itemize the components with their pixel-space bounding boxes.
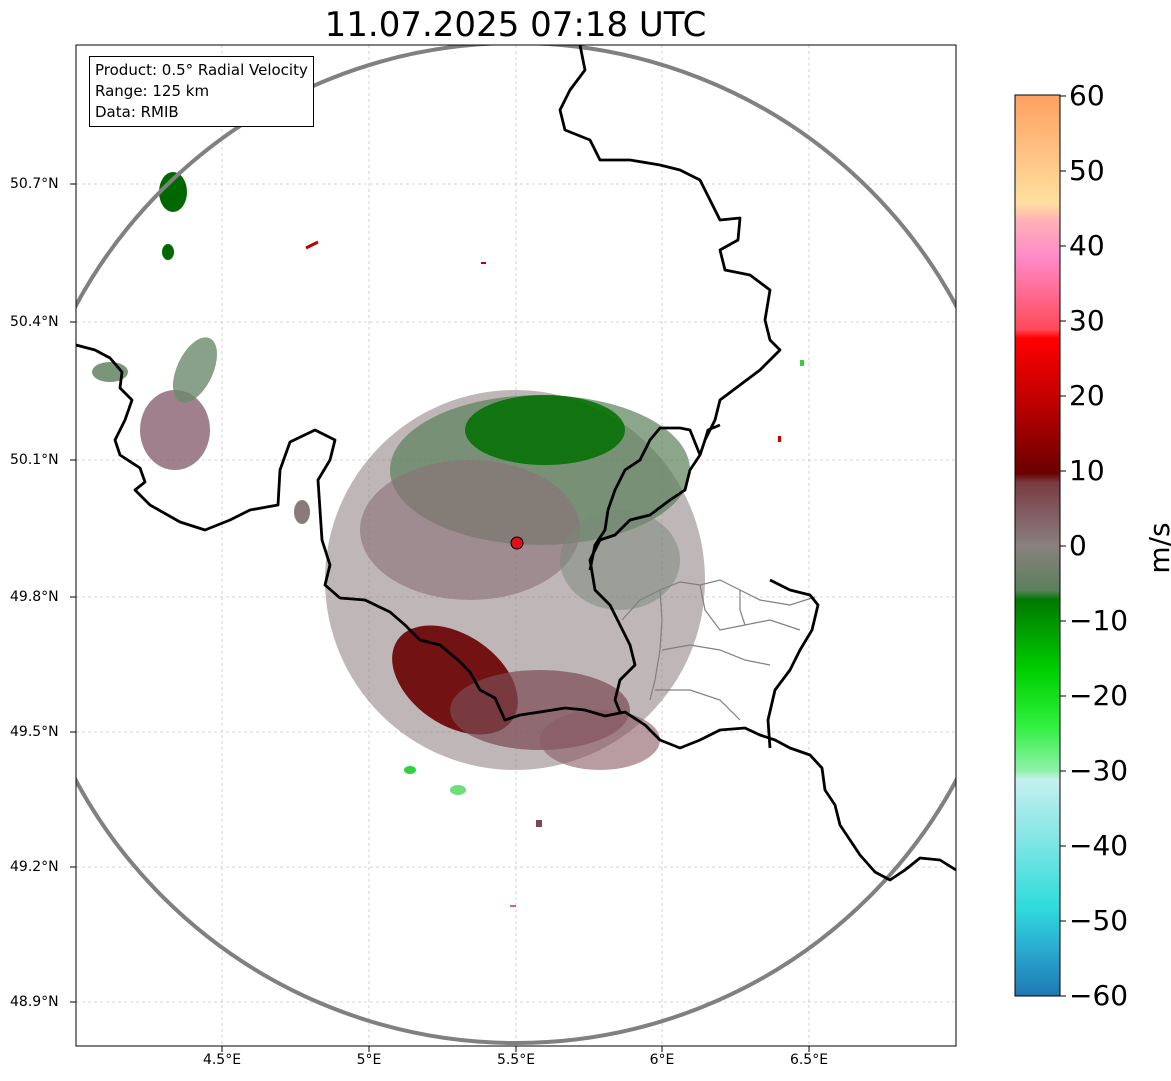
lat-tick-label: 49.2°N	[10, 859, 59, 875]
colorbar-tick-label: 10	[1069, 454, 1105, 487]
colorbar-tick-label: 50	[1069, 154, 1105, 187]
range-ring	[76, 45, 956, 1045]
lat-tick-label: 50.1°N	[10, 452, 59, 468]
info-product: Product: 0.5° Radial Velocity	[95, 61, 308, 79]
lat-tick-label: 50.7°N	[10, 176, 59, 192]
colorbar-tick-label: 0	[1069, 529, 1087, 562]
lat-tick-label: 48.9°N	[10, 994, 59, 1010]
colorbar-unit-label: m/s	[1143, 522, 1171, 574]
lat-tick-label: 49.5°N	[10, 724, 59, 740]
colorbar-tick-label: −20	[1069, 679, 1129, 712]
axis-ticks	[70, 183, 810, 1052]
colorbar-tick-label: 60	[1069, 79, 1105, 112]
colorbar-tick-label: −50	[1069, 904, 1129, 937]
region-borders	[621, 579, 816, 721]
colorbar-tick-label: 30	[1069, 304, 1105, 337]
velocity-echoes	[92, 172, 804, 907]
info-box: Product: 0.5° Radial Velocity Range: 125…	[89, 56, 314, 127]
lat-tick-label: 50.4°N	[10, 314, 59, 330]
map-title: 11.07.2025 07:18 UTC	[324, 5, 707, 45]
lon-tick-label: 6°E	[649, 1052, 675, 1068]
colorbar-ticks	[1060, 95, 1066, 997]
radar-site-marker	[510, 536, 524, 550]
lon-tick-label: 5°E	[356, 1052, 382, 1068]
info-range: Range: 125 km	[95, 82, 210, 100]
colorbar-tick-label: −40	[1069, 829, 1129, 862]
lon-tick-label: 5.5°E	[496, 1052, 536, 1068]
lon-tick-label: 6.5°E	[789, 1052, 829, 1068]
lat-tick-label: 49.8°N	[10, 589, 59, 605]
colorbar-tick-label: −10	[1069, 604, 1129, 637]
colorbar-tick-label: −60	[1069, 979, 1129, 1012]
lon-tick-label: 4.5°E	[202, 1052, 242, 1068]
country-borders	[76, 45, 956, 882]
colorbar-tick-label: −30	[1069, 754, 1129, 787]
colorbar	[1014, 94, 1061, 997]
info-source: Data: RMIB	[95, 103, 179, 121]
colorbar-tick-label: 20	[1069, 379, 1105, 412]
colorbar-tick-label: 40	[1069, 229, 1105, 262]
